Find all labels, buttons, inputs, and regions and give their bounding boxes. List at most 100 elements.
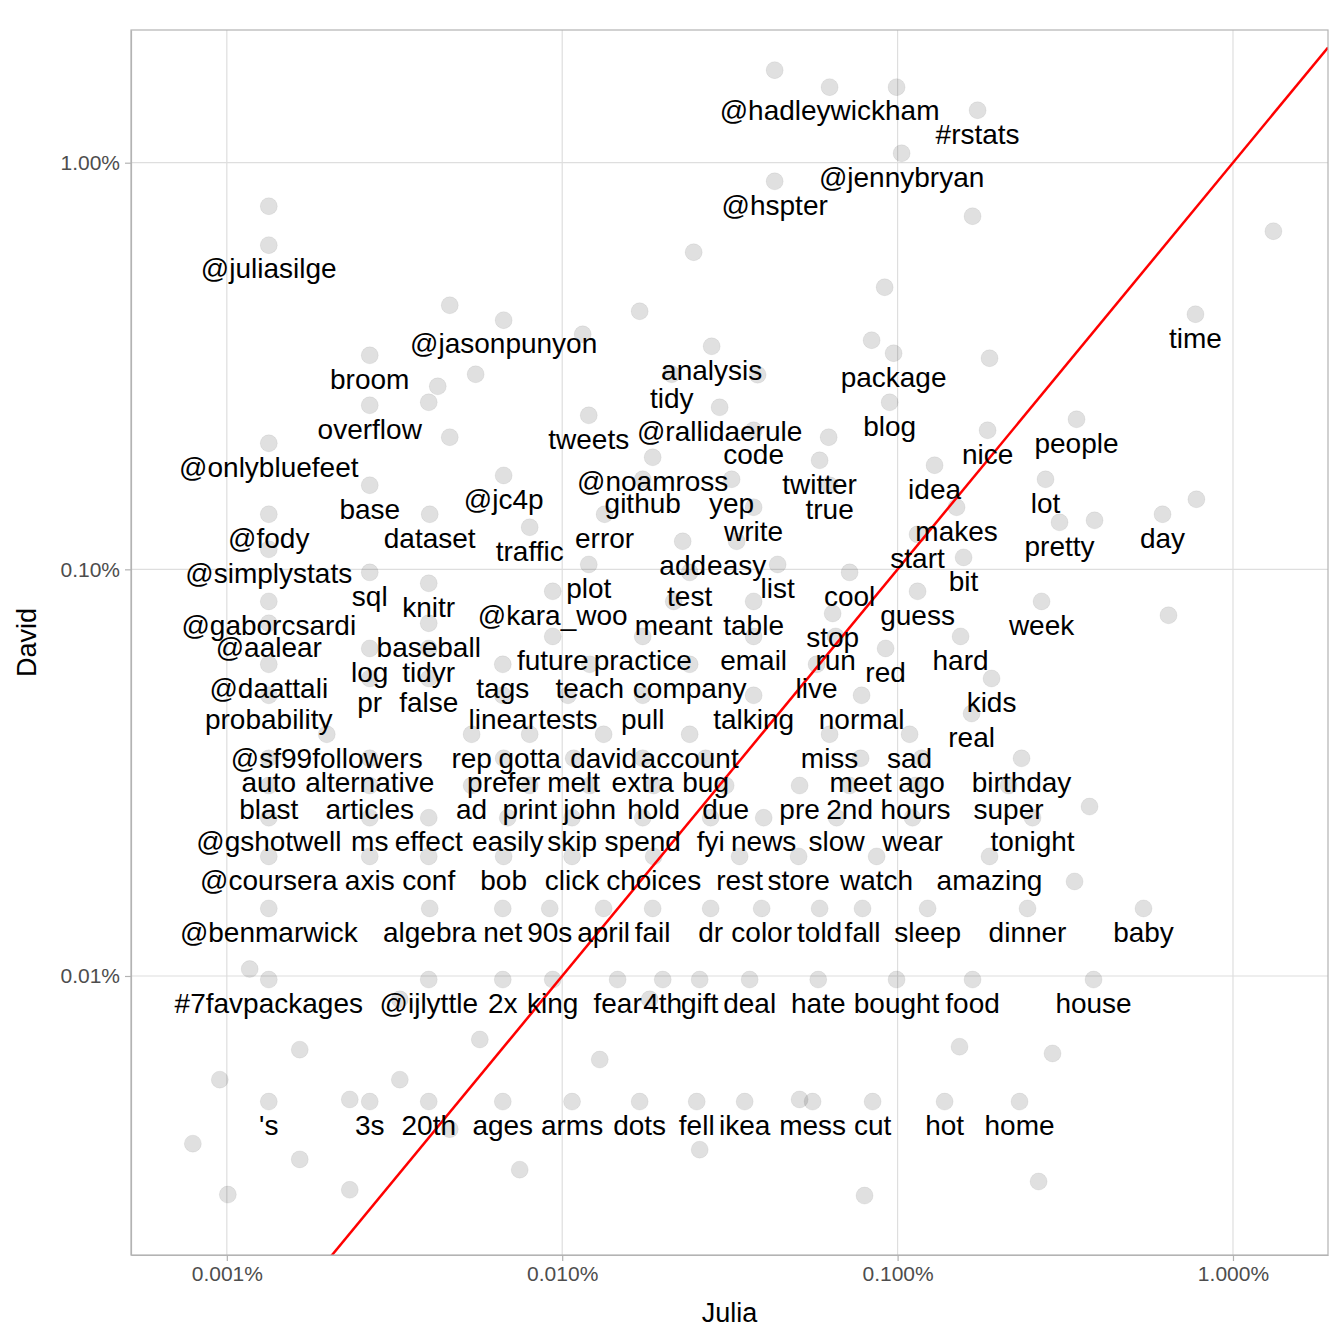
word-label: normal xyxy=(819,704,905,735)
grid-line-x xyxy=(897,30,898,1255)
point xyxy=(885,345,902,362)
point xyxy=(820,429,837,446)
point xyxy=(219,1186,236,1203)
word-label: conf xyxy=(402,865,455,896)
word-label: dataset xyxy=(384,523,476,554)
word-label: tags xyxy=(476,673,529,704)
word-label: king xyxy=(527,988,578,1019)
point xyxy=(420,394,437,411)
word-label: pretty xyxy=(1025,531,1095,562)
point xyxy=(811,452,828,469)
point xyxy=(421,506,438,523)
word-label: wear xyxy=(881,826,943,857)
word-label: hold xyxy=(627,794,680,825)
word-label: live xyxy=(796,673,838,704)
point xyxy=(811,900,828,917)
word-label: super xyxy=(974,794,1044,825)
point xyxy=(421,900,438,917)
point xyxy=(564,1093,581,1110)
point xyxy=(654,971,671,988)
word-label: guess xyxy=(880,600,955,631)
word-label: practice xyxy=(594,645,692,676)
point xyxy=(936,1093,953,1110)
point xyxy=(919,900,936,917)
point xyxy=(361,347,378,364)
word-label: 4th xyxy=(643,988,682,1019)
point xyxy=(441,429,458,446)
y-tick: 0.01% xyxy=(60,964,131,987)
word-labels: @hadleywickham#rstats@jennybryan@hspter@… xyxy=(175,95,1222,1140)
word-label: probability xyxy=(205,704,333,735)
word-label: red xyxy=(865,657,905,688)
point xyxy=(595,900,612,917)
point xyxy=(1068,411,1085,428)
plot-border xyxy=(131,30,1328,1255)
grid-line-y xyxy=(131,975,1328,976)
word-label: 90s xyxy=(527,917,572,948)
word-label: color xyxy=(731,917,792,948)
x-tick: 0.001% xyxy=(192,1255,263,1285)
y-tick: 1.00% xyxy=(60,151,131,174)
y-axis: 0.01%0.10%1.00% xyxy=(60,31,131,1256)
word-label: due xyxy=(702,794,749,825)
point xyxy=(1154,506,1171,523)
word-label: articles xyxy=(325,794,414,825)
point xyxy=(241,961,258,978)
word-label: tidyr xyxy=(402,657,455,688)
point xyxy=(631,1093,648,1110)
point xyxy=(881,394,898,411)
word-label: food xyxy=(945,988,1000,1019)
y-tick-mark xyxy=(125,569,131,570)
grid-line-x xyxy=(562,30,563,1255)
word-label: email xyxy=(720,645,787,676)
point xyxy=(544,583,561,600)
point xyxy=(609,971,626,988)
point xyxy=(1030,1173,1047,1190)
point xyxy=(291,1041,308,1058)
point xyxy=(420,1093,437,1110)
word-label: news xyxy=(731,826,796,857)
point xyxy=(580,556,597,573)
point xyxy=(810,971,827,988)
grid-line-x xyxy=(1232,30,1233,1255)
point xyxy=(888,79,905,96)
y-tick-label: 1.00% xyxy=(60,151,120,174)
word-label: pull xyxy=(621,704,665,735)
point xyxy=(969,102,986,119)
point xyxy=(420,809,437,826)
point xyxy=(361,477,378,494)
word-label: time xyxy=(1169,323,1222,354)
word-label: home xyxy=(985,1110,1055,1141)
word-label: list xyxy=(761,573,795,604)
point xyxy=(766,62,783,79)
point xyxy=(1019,900,1036,917)
point xyxy=(361,1093,378,1110)
word-label: tests xyxy=(538,704,597,735)
point xyxy=(494,971,511,988)
word-label: people xyxy=(1034,428,1118,459)
point xyxy=(1188,491,1205,508)
point xyxy=(541,900,558,917)
word-label: watch xyxy=(839,865,913,896)
word-label: blast xyxy=(239,794,298,825)
point xyxy=(260,198,277,215)
word-label: write xyxy=(723,516,783,547)
word-label: @aalear xyxy=(216,632,322,663)
point xyxy=(876,279,893,296)
word-label: company xyxy=(633,673,747,704)
word-label: broom xyxy=(330,364,409,395)
point xyxy=(856,1187,873,1204)
word-label: knitr xyxy=(402,592,455,623)
point xyxy=(260,435,277,452)
point xyxy=(755,809,772,826)
x-tick-label: 0.010% xyxy=(527,1262,598,1285)
chart-svg: @hadleywickham#rstats@jennybryan@hspter@… xyxy=(0,0,1344,1344)
word-label: store xyxy=(768,865,830,896)
grid xyxy=(131,30,1328,1255)
word-label: 2nd xyxy=(826,794,873,825)
word-label: 2x xyxy=(488,988,518,1019)
point xyxy=(521,519,538,536)
point xyxy=(951,1038,968,1055)
point xyxy=(736,1093,753,1110)
point xyxy=(1033,593,1050,610)
